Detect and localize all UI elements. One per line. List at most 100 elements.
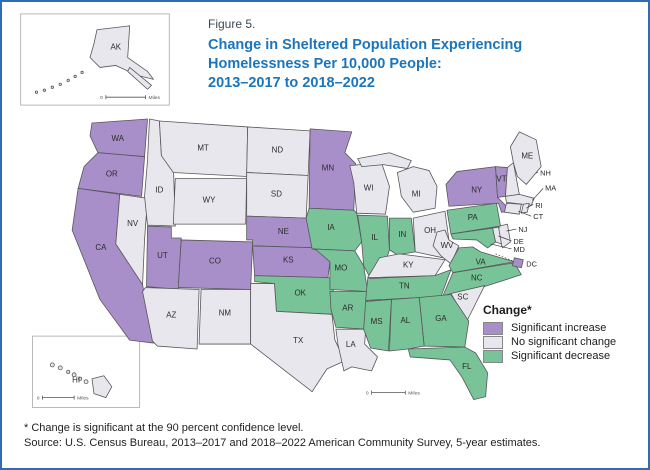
state-DC: DC [495,253,538,269]
state-IN: IN [389,217,416,256]
state-label-PA: PA [468,213,479,222]
state-label-SC: SC [457,292,468,301]
notes-block: * Change is significant at the 90 percen… [24,421,540,451]
state-label-WY: WY [203,195,216,204]
scale-bar: 0 Miles [37,396,89,402]
state-label-KY: KY [403,261,414,270]
state-label-CA: CA [95,243,107,252]
state-label-NH: NH [540,169,551,178]
state-HI: HI [49,362,113,399]
legend-label-no-change: No significant change [511,336,617,348]
legend-item-decrease: Significant decrease [483,349,616,363]
state-AZ: AZ [142,287,200,350]
state-label-MN: MN [322,164,335,173]
leader-line-CT [518,210,532,217]
state-NY: NY [445,166,516,213]
state-label-DE: DE [513,237,523,246]
state-UT: UT [146,225,182,290]
state-label-LA: LA [346,340,356,349]
state-label-GA: GA [435,314,447,323]
state-TN: TN [365,269,452,301]
state-CT: CT [504,202,544,221]
state-NM: NM [198,289,252,345]
state-label-NE: NE [278,227,289,236]
leader-line-DE [498,235,512,242]
footnote: * Change is significant at the 90 percen… [24,422,304,434]
state-label-IA: IA [327,223,335,232]
state-label-AK: AK [111,43,122,52]
state-RI: RI [520,201,543,214]
scale-bar: 0 Miles [100,95,160,101]
state-label-FL: FL [462,362,472,371]
leader-line-NJ [506,228,517,232]
state-MN: MN [308,128,357,211]
leader-line-MA [531,188,544,201]
state-label-OR: OR [106,170,118,179]
state-label-MO: MO [334,264,347,273]
state-label-VA: VA [476,258,487,267]
state-label-UT: UT [157,251,168,260]
legend-item-no-change: No significant change [483,335,616,349]
state-MD: MD [450,227,525,254]
state-label-TX: TX [293,336,304,345]
state-label-MT: MT [197,144,209,153]
legend-label-increase: Significant increase [511,322,607,334]
state-label-CO: CO [209,257,221,266]
legend-swatch-decrease [483,349,503,363]
svg-text:0: 0 [100,95,103,101]
svg-text:Miles: Miles [77,396,89,402]
state-label-MD: MD [513,245,525,254]
state-label-KS: KS [283,256,294,265]
figure-number: Figure 5. [208,17,256,31]
title-block: Figure 5. Change in Sheltered Population… [208,17,522,93]
state-MA: MA [505,183,556,206]
state-label-MS: MS [371,317,383,326]
page-title-line-3: 2013–2017 to 2018–2022 [208,75,375,91]
state-MT: MT [159,120,249,177]
state-label-AR: AR [342,303,353,312]
scale-bar: 0 Miles [366,391,420,397]
state-label-NM: NM [219,308,231,317]
state-label-ND: ND [272,146,284,155]
svg-text:Miles: Miles [408,391,420,397]
state-label-VT: VT [496,174,506,183]
legend-swatch-increase [483,321,503,335]
legend: Change* Significant increase No signific… [483,303,616,363]
state-ME: ME [510,131,542,185]
state-label-RI: RI [535,201,542,210]
state-label-TN: TN [399,282,410,291]
source-line: Source: U.S. Census Bureau, 2013–2017 an… [24,437,541,449]
legend-label-decrease: Significant decrease [511,350,611,362]
svg-text:0: 0 [37,396,40,402]
state-WI: WI [349,162,390,215]
hawaii-inset-box [32,335,141,409]
state-label-OH: OH [424,226,436,235]
state-label-CT: CT [533,212,543,221]
state-ND: ND [246,126,311,176]
state-label-IN: IN [398,230,406,239]
leader-line-MD [490,243,512,250]
state-label-SD: SD [271,189,282,198]
state-label-AZ: AZ [166,310,176,319]
state-label-ID: ID [155,185,163,194]
state-SD: SD [246,172,309,219]
state-MS: MS [363,299,392,352]
state-label-NY: NY [471,185,483,194]
state-label-ME: ME [521,152,533,161]
legend-title: Change* [483,303,532,317]
state-label-MI: MI [412,189,421,198]
state-AR: AR [329,291,369,330]
state-FL: FL [407,346,489,400]
state-label-NJ: NJ [518,225,527,234]
legend-swatch-no-change [483,335,503,349]
svg-text:0: 0 [366,391,369,397]
state-label-IL: IL [371,233,378,242]
state-AL: AL [389,297,425,352]
svg-text:Miles: Miles [149,95,161,101]
state-label-WA: WA [112,134,125,143]
state-AK: AK [34,25,154,94]
state-label-OK: OK [294,288,306,297]
state-NV: NV [115,193,148,285]
